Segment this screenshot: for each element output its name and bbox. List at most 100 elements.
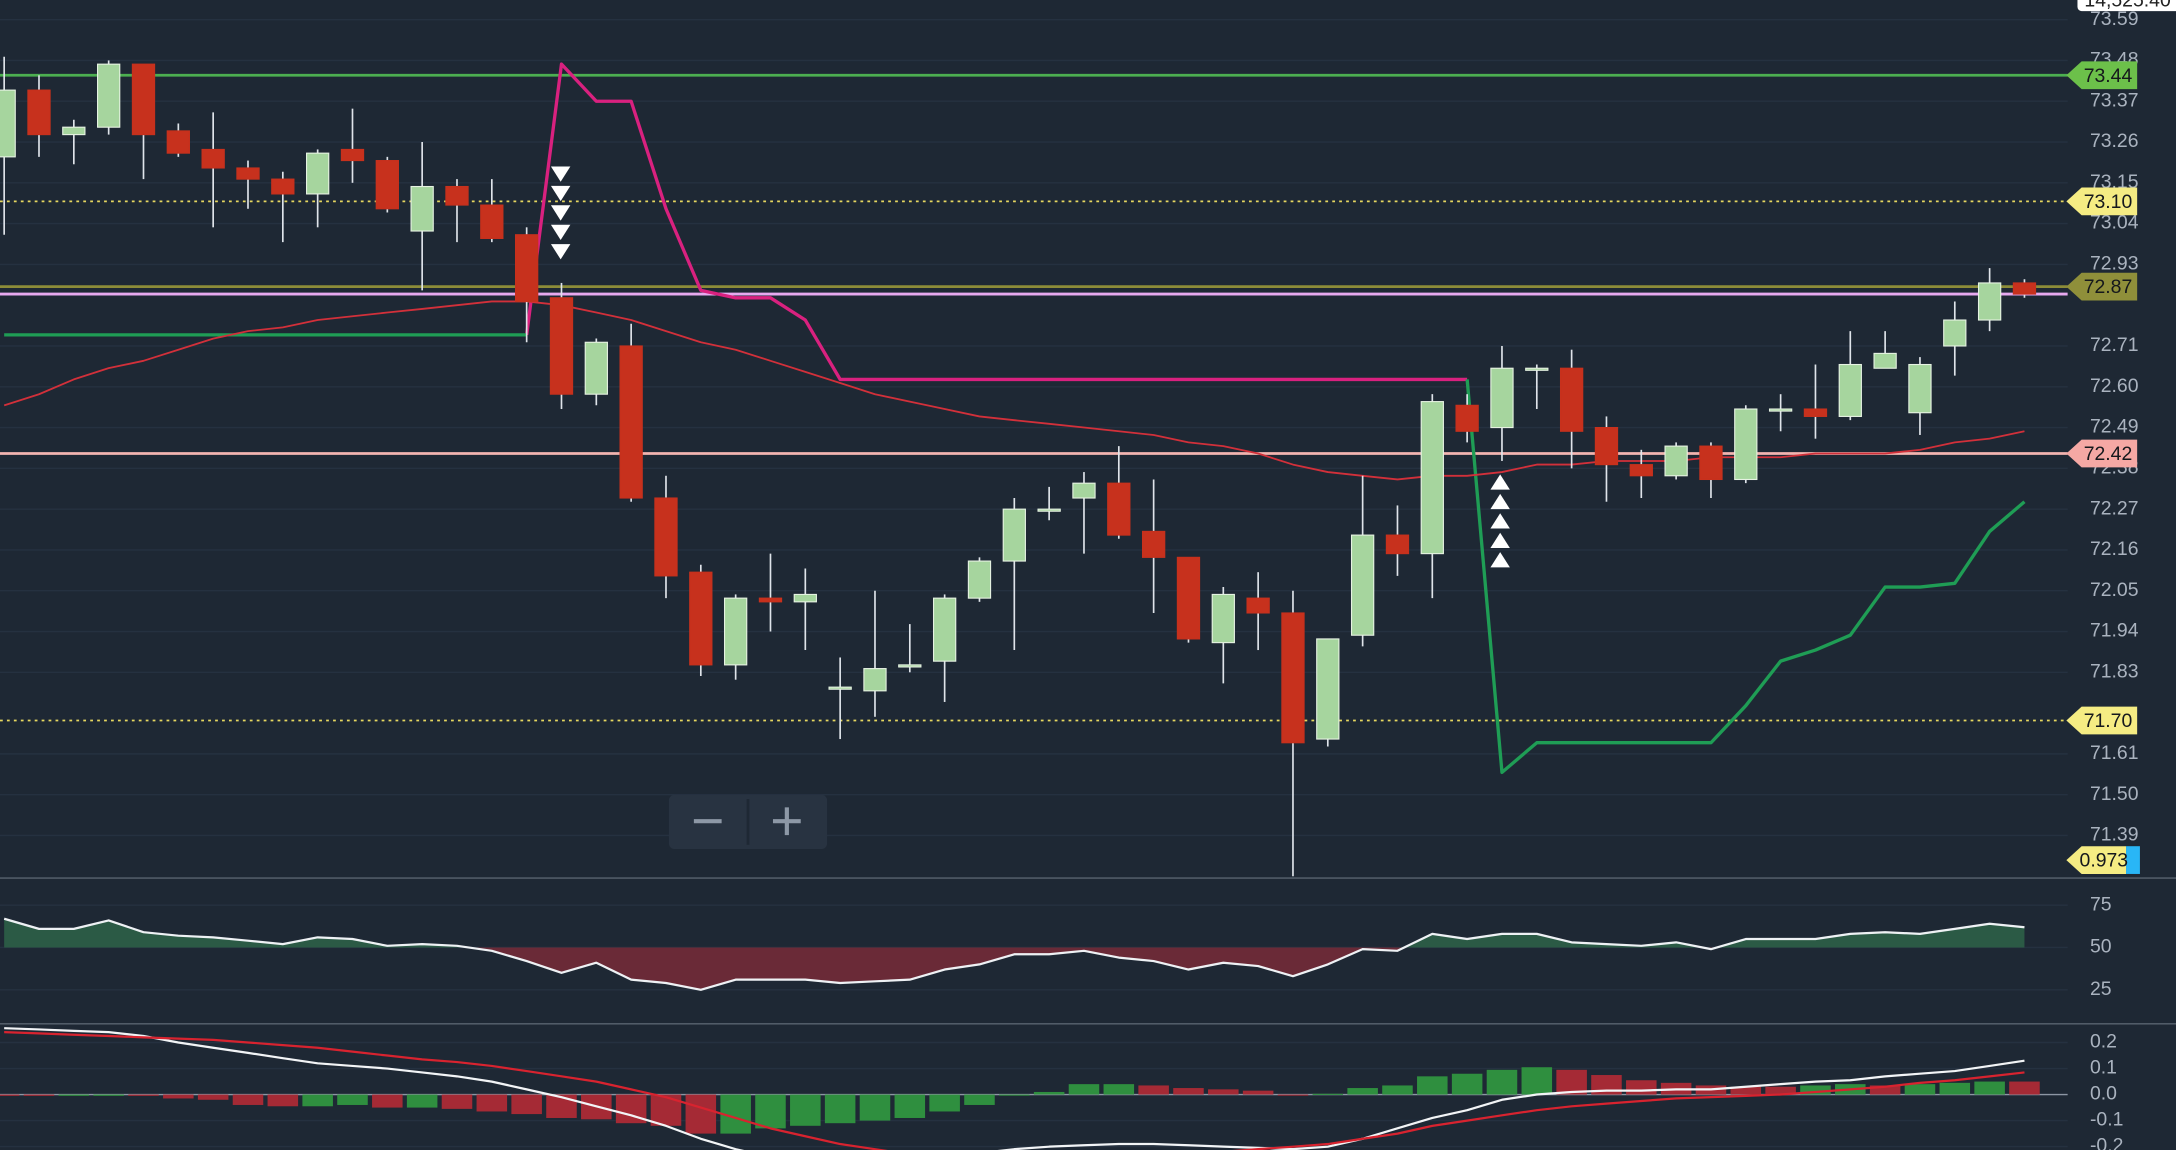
candle-body <box>1803 408 1828 417</box>
histogram-bar <box>372 1094 403 1108</box>
candle-body <box>1699 445 1723 481</box>
signal-arrow <box>1490 474 1510 490</box>
histogram-bar <box>511 1094 542 1115</box>
histogram-bar <box>2009 1081 2040 1095</box>
histogram-bar <box>163 1094 194 1099</box>
histogram-bar <box>1033 1091 1065 1095</box>
candle-body <box>340 148 365 162</box>
candle-body <box>1838 363 1862 417</box>
overlay-line <box>4 333 2026 775</box>
price-tag <box>2066 61 2138 90</box>
histogram-bar <box>128 1094 159 1096</box>
candle-body <box>1455 404 1479 432</box>
price-tag-label: 72.87 <box>2084 276 2133 298</box>
candle-body <box>27 89 51 136</box>
candle-body <box>1908 363 1932 414</box>
candle-body <box>584 341 608 395</box>
histogram-bar <box>1730 1086 1762 1095</box>
candle-body <box>97 63 121 128</box>
signal-arrow <box>550 224 571 240</box>
candle-body <box>1002 508 1026 562</box>
histogram-bar <box>1974 1081 2005 1095</box>
price-tag <box>2066 187 2138 216</box>
candle-body <box>967 560 992 599</box>
macd-line <box>4 1027 2025 1150</box>
candle-body <box>1385 534 1410 555</box>
histogram-bar <box>1521 1067 1553 1095</box>
candle-body <box>1943 319 1967 347</box>
y-tick-label: 25 <box>2090 978 2112 1000</box>
histogram-bar <box>859 1094 891 1121</box>
candle-body <box>1420 401 1444 555</box>
candle-body <box>0 89 16 158</box>
candle-body <box>480 204 504 239</box>
histogram-bar <box>1486 1069 1518 1095</box>
histogram-bar <box>0 1094 20 1096</box>
histogram-bar <box>1242 1090 1274 1095</box>
y-tick-label: 0.2 <box>2090 1031 2117 1053</box>
candles <box>0 56 2068 877</box>
histogram-bar <box>1451 1073 1483 1095</box>
oscillator-line <box>3 917 2025 991</box>
candle-body <box>514 234 539 303</box>
y-tick-label: 71.83 <box>2090 660 2139 682</box>
candle-body <box>166 130 190 154</box>
zoom-in-button[interactable] <box>748 795 827 849</box>
candle-body <box>236 167 260 180</box>
histogram-bar <box>23 1094 55 1096</box>
candle-body <box>863 668 887 692</box>
candle-body <box>1211 593 1235 644</box>
top-tag-label: 14,525.40 <box>2084 0 2171 12</box>
candle-body <box>689 571 713 666</box>
histogram-bar <box>1417 1076 1448 1095</box>
candle-body <box>1281 612 1305 744</box>
candle-body <box>793 593 817 603</box>
candle-body <box>1316 638 1340 740</box>
histogram-bar <box>58 1094 90 1096</box>
histogram-bar <box>546 1094 577 1118</box>
candle-body <box>1664 445 1688 477</box>
y-tick-label: 71.39 <box>2090 824 2139 846</box>
last-tag-label: 0.973 <box>2080 850 2129 872</box>
candle-body <box>62 126 86 136</box>
last-tag <box>2066 846 2127 874</box>
signal-arrow <box>1490 552 1510 568</box>
histogram-bar <box>441 1094 473 1109</box>
histogram-bar <box>1208 1089 1239 1095</box>
y-tick-label: 0.1 <box>2090 1057 2117 1079</box>
candle-body <box>375 160 399 210</box>
candle-body <box>1525 367 1549 371</box>
candle-body <box>1176 556 1201 640</box>
candle-body <box>1873 352 1897 369</box>
candle-body <box>1977 282 2002 321</box>
histogram-bar <box>755 1094 786 1129</box>
candle-body <box>1037 508 1061 512</box>
candle-body <box>828 686 852 690</box>
y-tick-label: -0.1 <box>2090 1109 2123 1131</box>
candle-body <box>898 664 922 668</box>
y-tick-label: 71.61 <box>2090 742 2139 764</box>
candle-body <box>410 185 434 232</box>
histogram <box>0 1027 2068 1150</box>
candle-body <box>1768 408 1793 412</box>
histogram-bar <box>824 1094 856 1124</box>
y-tick-label: 72.60 <box>2090 375 2139 397</box>
zoom-out-button[interactable] <box>669 795 748 849</box>
price-tag-label: 73.44 <box>2084 65 2133 87</box>
price-tag-label: 73.10 <box>2084 191 2133 213</box>
histogram-bar <box>1173 1088 1204 1095</box>
buy-signals <box>1490 474 1510 568</box>
signal-arrow <box>550 166 571 182</box>
histogram-bar <box>1626 1080 1657 1095</box>
top-tag <box>2077 0 2176 12</box>
signal-arrow <box>1490 532 1510 548</box>
signal-arrow <box>550 244 571 260</box>
candle-body <box>445 185 469 206</box>
last-tag-accent <box>2126 846 2140 874</box>
candle-body <box>549 297 574 395</box>
y-tick-label: 73.59 <box>2090 8 2139 30</box>
signal-arrow <box>550 185 571 202</box>
price-tag-label: 72.42 <box>2084 443 2133 465</box>
